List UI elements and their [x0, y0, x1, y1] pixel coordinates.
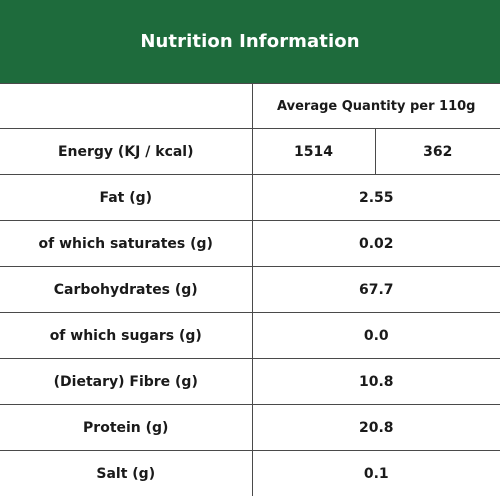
table-row: (Dietary) Fibre (g) 10.8: [0, 358, 500, 405]
nutrient-label: of which saturates (g): [0, 220, 253, 267]
energy-kj-value: 1514: [251, 128, 376, 175]
table-row: Energy (KJ / kcal) 1514 362: [0, 128, 500, 175]
table-row: Fat (g) 2.55: [0, 174, 500, 221]
nutrition-table: Average Quantity per 110g Energy (KJ / k…: [0, 83, 500, 496]
nutrient-value: 20.8: [251, 404, 500, 451]
energy-label: Energy (KJ / kcal): [0, 128, 253, 175]
nutrient-label: Fat (g): [0, 174, 253, 221]
nutrient-label: Carbohydrates (g): [0, 266, 253, 313]
quantity-header: Average Quantity per 110g: [251, 83, 500, 129]
nutrition-title: Nutrition Information: [0, 0, 500, 83]
table-row: of which sugars (g) 0.0: [0, 312, 500, 359]
nutrient-value: 0.02: [251, 220, 500, 267]
nutrient-label: (Dietary) Fibre (g): [0, 358, 253, 405]
nutrient-value: 2.55: [251, 174, 500, 221]
table-row: of which saturates (g) 0.02: [0, 220, 500, 267]
nutrient-label: of which sugars (g): [0, 312, 253, 359]
table-header-row: Average Quantity per 110g: [0, 83, 500, 129]
table-row: Carbohydrates (g) 67.7: [0, 266, 500, 313]
nutrient-value: 67.7: [251, 266, 500, 313]
energy-kcal-value: 362: [374, 128, 500, 175]
nutrient-value: 0.1: [251, 450, 500, 496]
nutrient-value: 10.8: [251, 358, 500, 405]
header-empty-cell: [0, 83, 253, 129]
nutrient-label: Protein (g): [0, 404, 253, 451]
nutrient-label: Salt (g): [0, 450, 253, 496]
table-row: Protein (g) 20.8: [0, 404, 500, 451]
nutrient-value: 0.0: [251, 312, 500, 359]
table-row: Salt (g) 0.1: [0, 450, 500, 496]
